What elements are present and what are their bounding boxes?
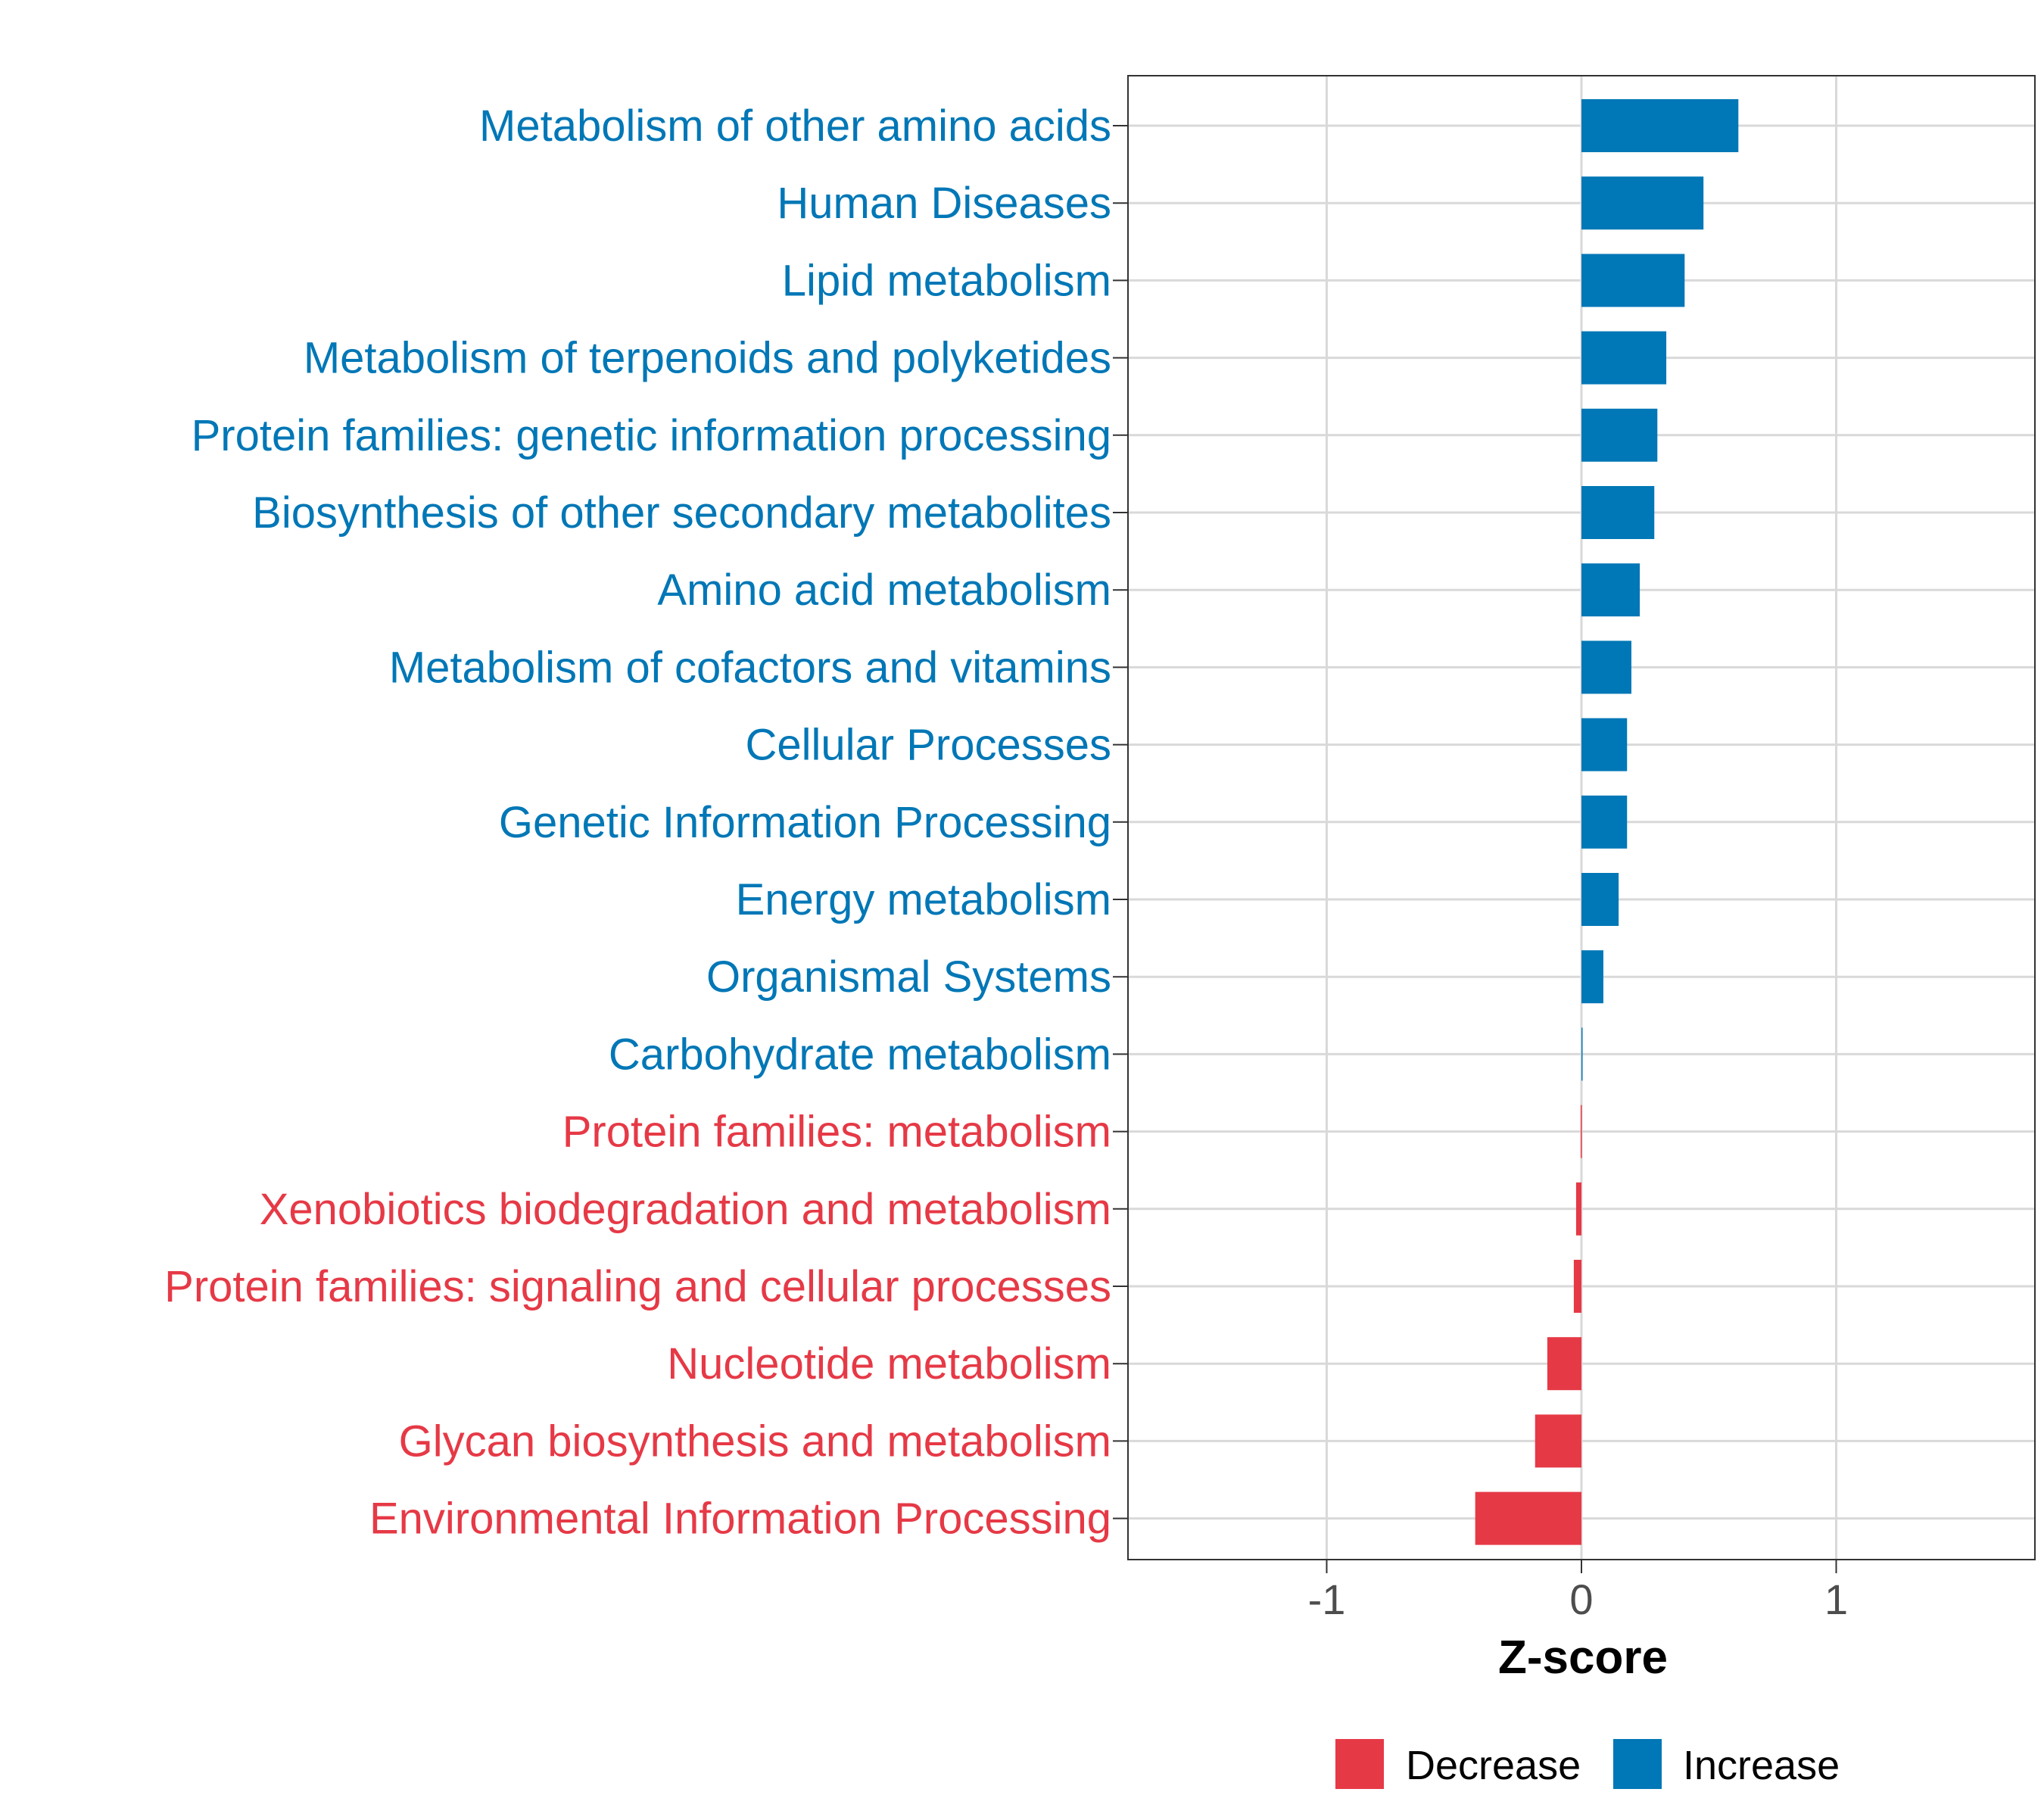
bars <box>1475 99 1739 1545</box>
bar-increase <box>1581 795 1628 849</box>
bar-decrease <box>1475 1491 1581 1545</box>
y-tick-label: Lipid metabolism <box>782 256 1111 305</box>
y-tick-label: Xenobiotics biodegradation and metabolis… <box>260 1185 1111 1234</box>
y-tick-label: Metabolism of other amino acids <box>479 101 1111 151</box>
x-tick-label: 0 <box>1569 1575 1593 1623</box>
y-axis-labels: Metabolism of other amino acids Human Dis… <box>164 101 1128 1544</box>
bar-increase <box>1581 640 1631 694</box>
y-tick-label: Environmental Information Processing <box>369 1494 1111 1544</box>
bar-increase <box>1581 1027 1583 1081</box>
y-tick-label: Biosynthesis of other secondary metaboli… <box>252 488 1111 538</box>
y-tick-label: Carbohydrate metabolism <box>609 1030 1111 1079</box>
bar-decrease <box>1575 1182 1581 1236</box>
y-tick-label: Metabolism of cofactors and vitamins <box>389 643 1111 692</box>
y-tick-label: Cellular Processes <box>745 721 1111 770</box>
bar-increase <box>1581 950 1603 1004</box>
y-tick-label: Amino acid metabolism <box>657 566 1111 615</box>
bar-increase <box>1581 563 1640 617</box>
x-axis-title: Z-score <box>1498 1632 1668 1684</box>
y-tick-label: Protein families: metabolism <box>562 1108 1111 1157</box>
y-tick-label: Glycan biosynthesis and metabolism <box>399 1417 1111 1466</box>
bar-increase <box>1581 408 1658 462</box>
legend-swatch-increase <box>1613 1739 1662 1789</box>
y-tick-label: Energy metabolism <box>736 875 1111 924</box>
y-tick-label: Metabolism of terpenoids and polyketides <box>304 334 1111 383</box>
x-tick-label: -1 <box>1308 1575 1346 1623</box>
legend: Decrease Increase <box>1335 1739 1840 1789</box>
y-tick-label: Nucleotide metabolism <box>667 1339 1111 1388</box>
x-tick-label: 1 <box>1824 1575 1848 1623</box>
y-tick-label: Protein families: signaling and cellular… <box>164 1262 1111 1311</box>
bar-increase <box>1581 718 1628 771</box>
bar-increase <box>1581 331 1667 385</box>
legend-label-decrease: Decrease <box>1406 1743 1581 1788</box>
y-tick-label: Human Diseases <box>777 179 1111 228</box>
y-tick-label: Organismal Systems <box>706 952 1111 1002</box>
bar-increase <box>1581 873 1619 926</box>
y-tick-label: Genetic Information Processing <box>499 798 1111 847</box>
bar-decrease <box>1547 1337 1581 1391</box>
bar-decrease <box>1535 1414 1581 1468</box>
bar-increase <box>1581 99 1739 152</box>
x-axis-ticks: -1 0 1 <box>1308 1560 1848 1623</box>
bar-increase <box>1581 486 1655 539</box>
legend-label-increase: Increase <box>1683 1743 1840 1788</box>
bar-decrease <box>1580 1105 1582 1158</box>
legend-swatch-decrease <box>1335 1739 1384 1789</box>
y-tick-label: Protein families: genetic information pr… <box>192 411 1111 460</box>
bar-increase <box>1581 176 1704 230</box>
bar-decrease <box>1573 1260 1581 1313</box>
bar-increase <box>1581 254 1685 307</box>
